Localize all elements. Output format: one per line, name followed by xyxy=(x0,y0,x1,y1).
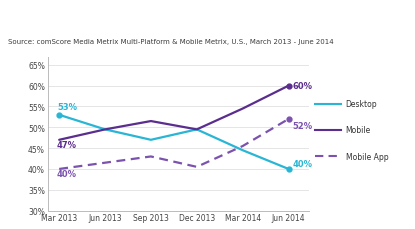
Text: 40%: 40% xyxy=(57,169,77,178)
Text: Desktop: Desktop xyxy=(346,100,377,109)
Text: 47%: 47% xyxy=(57,140,77,149)
Text: 52%: 52% xyxy=(292,122,312,131)
Text: 40%: 40% xyxy=(292,159,312,168)
Text: Mobile: Mobile xyxy=(346,126,371,135)
Text: 60%: 60% xyxy=(292,82,312,90)
Text: Source: comScore Media Metrix Multi-Platform & Mobile Metrix, U.S., March 2013 -: Source: comScore Media Metrix Multi-Plat… xyxy=(8,39,334,45)
Text: 53%: 53% xyxy=(57,102,77,111)
Text: Mobile App: Mobile App xyxy=(346,152,388,161)
Text: Share of U.S. Digital Media Time Spent by Platform: Share of U.S. Digital Media Time Spent b… xyxy=(37,10,378,23)
